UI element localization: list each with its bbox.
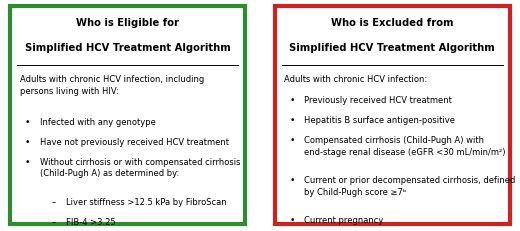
Text: •: • — [25, 137, 30, 146]
Text: –: – — [52, 217, 56, 226]
Text: Previously received HCV treatment: Previously received HCV treatment — [304, 96, 452, 105]
Text: •: • — [290, 216, 295, 225]
Text: •: • — [290, 176, 295, 185]
Text: •: • — [290, 136, 295, 145]
Text: •: • — [290, 96, 295, 105]
Text: Current or prior decompensated cirrhosis, defined
by Child-Pugh score ≥7ᵇ: Current or prior decompensated cirrhosis… — [304, 176, 515, 196]
Text: Adults with chronic HCV infection:: Adults with chronic HCV infection: — [284, 75, 427, 84]
Text: Simplified HCV Treatment Algorithm: Simplified HCV Treatment Algorithm — [25, 43, 230, 53]
Text: Who is Excluded from: Who is Excluded from — [331, 18, 453, 28]
Text: Adults with chronic HCV infection, including
persons living with HIV:: Adults with chronic HCV infection, inclu… — [20, 75, 204, 95]
Text: •: • — [25, 157, 30, 166]
Text: Without cirrhosis or with compensated cirrhosis
(Child-Pugh A) as determined by:: Without cirrhosis or with compensated ci… — [40, 157, 240, 177]
Text: Infected with any genotype: Infected with any genotype — [40, 117, 155, 126]
Text: FIB-4 >3.25: FIB-4 >3.25 — [67, 217, 116, 226]
FancyBboxPatch shape — [275, 7, 510, 224]
Text: Who is Eligible for: Who is Eligible for — [76, 18, 179, 28]
Text: •: • — [290, 116, 295, 125]
Text: –: – — [52, 197, 56, 206]
Text: Hepatitis B surface antigen-positive: Hepatitis B surface antigen-positive — [304, 116, 455, 125]
Text: •: • — [25, 117, 30, 126]
Text: Have not previously received HCV treatment: Have not previously received HCV treatme… — [40, 137, 228, 146]
FancyBboxPatch shape — [10, 7, 245, 224]
Text: Current pregnancy: Current pregnancy — [304, 216, 383, 225]
Text: Compensated cirrhosis (Child-Pugh A) with
end-stage renal disease (eGFR <30 mL/m: Compensated cirrhosis (Child-Pugh A) wit… — [304, 136, 505, 156]
Text: Liver stiffness >12.5 kPa by FibroScan: Liver stiffness >12.5 kPa by FibroScan — [67, 197, 227, 206]
Text: Simplified HCV Treatment Algorithm: Simplified HCV Treatment Algorithm — [290, 43, 495, 53]
